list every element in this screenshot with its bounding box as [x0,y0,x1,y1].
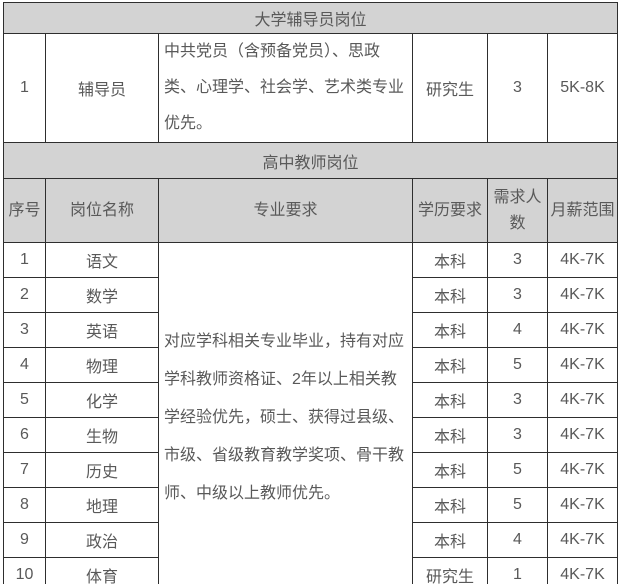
headcount-cell: 1 [487,557,548,584]
education-cell: 本科 [412,487,488,523]
section-title-highschool: 高中教师岗位 [2,142,619,179]
education-cell: 本科 [412,242,488,278]
salary-cell: 4K-7K [546,242,619,278]
education-cell: 本科 [412,417,488,453]
headcount-cell: 4 [487,312,548,348]
salary-cell: 4K-7K [546,312,619,348]
position-name-cell: 物理 [45,347,159,383]
column-header-education: 学历要求 [412,178,488,243]
position-name-cell: 数学 [45,277,159,313]
table-row-geography: 8 地理 本科 5 4K-7K [3,487,619,523]
row-number-cell: 3 [3,312,46,348]
headcount-cell: 3 [487,417,548,453]
position-name-cell: 语文 [45,242,159,278]
section-header-highschool: 高中教师岗位 [2,142,619,179]
table-row-chinese: 1 语文 对应学科相关专业毕业，持有对应学科教师资格证、2年以上相关教学经验优先… [3,242,619,584]
education-cell: 本科 [412,347,488,383]
salary-cell: 4K-7K [546,417,619,453]
merged-major-requirement-cell: 对应学科相关专业毕业，持有对应学科教师资格证、2年以上相关教学经验优先，硕士、获… [158,242,413,584]
headcount-cell: 5 [487,452,548,488]
position-name-cell: 地理 [45,487,159,523]
column-header-count: 需求人数 [487,178,548,243]
row-number-cell: 2 [3,277,46,313]
position-name-cell: 英语 [45,312,159,348]
row-number-cell: 6 [3,417,46,453]
salary-cell: 4K-7K [546,522,619,558]
section-header-university: 大学辅导员岗位 [2,2,619,34]
position-name-cell: 辅导员 [45,33,159,143]
headcount-cell: 5 [487,347,548,383]
headcount-cell: 3 [487,277,548,313]
column-header-requirement: 专业要求 [158,178,413,243]
column-header-row: 序号 岗位名称 专业要求 学历要求 需求人数 月薪范围 [3,178,619,243]
row-number-cell: 7 [3,452,46,488]
education-cell: 本科 [412,312,488,348]
position-name-cell: 政治 [45,522,159,558]
row-number-cell: 5 [3,382,46,418]
salary-cell: 4K-7K [546,557,619,584]
salary-cell: 4K-7K [546,347,619,383]
salary-cell: 4K-7K [546,487,619,523]
row-number-cell: 10 [3,557,46,584]
column-header-no: 序号 [3,178,46,243]
table-row-pe: 10 体育 研究生 1 4K-7K [3,557,619,584]
salary-cell: 4K-7K [546,452,619,488]
row-number-cell: 1 [3,242,46,278]
column-header-salary: 月薪范围 [546,178,619,243]
row-number-cell: 8 [3,487,46,523]
position-name-cell: 化学 [45,382,159,418]
education-cell: 本科 [412,382,488,418]
table-row-biology: 6 生物 本科 3 4K-7K [3,417,619,453]
headcount-cell: 3 [487,242,548,278]
headcount-cell: 3 [487,33,548,143]
column-header-name: 岗位名称 [45,178,159,243]
salary-cell: 4K-7K [546,277,619,313]
education-cell: 本科 [412,522,488,558]
education-cell: 研究生 [412,33,488,143]
position-name-cell: 生物 [45,417,159,453]
education-cell: 本科 [412,277,488,313]
education-cell: 研究生 [412,557,488,584]
position-name-cell: 历史 [45,452,159,488]
table-row-counselor: 1 辅导员 中共党员（含预备党员）、思政类、心理学、社会学、艺术类专业优先。 研… [3,33,619,143]
headcount-cell: 5 [487,487,548,523]
headcount-cell: 3 [487,382,548,418]
row-number-cell: 1 [3,33,46,143]
section-title-university: 大学辅导员岗位 [2,2,619,34]
row-number-cell: 9 [3,522,46,558]
education-cell: 本科 [412,452,488,488]
headcount-cell: 4 [487,522,548,558]
salary-cell: 4K-7K [546,382,619,418]
table-row-math: 2 数学 本科 3 4K-7K [3,277,619,313]
position-name-cell: 体育 [45,557,159,584]
major-requirement-cell: 中共党员（含预备党员）、思政类、心理学、社会学、艺术类专业优先。 [158,33,413,143]
row-number-cell: 4 [3,347,46,383]
salary-cell: 5K-8K [546,33,619,143]
